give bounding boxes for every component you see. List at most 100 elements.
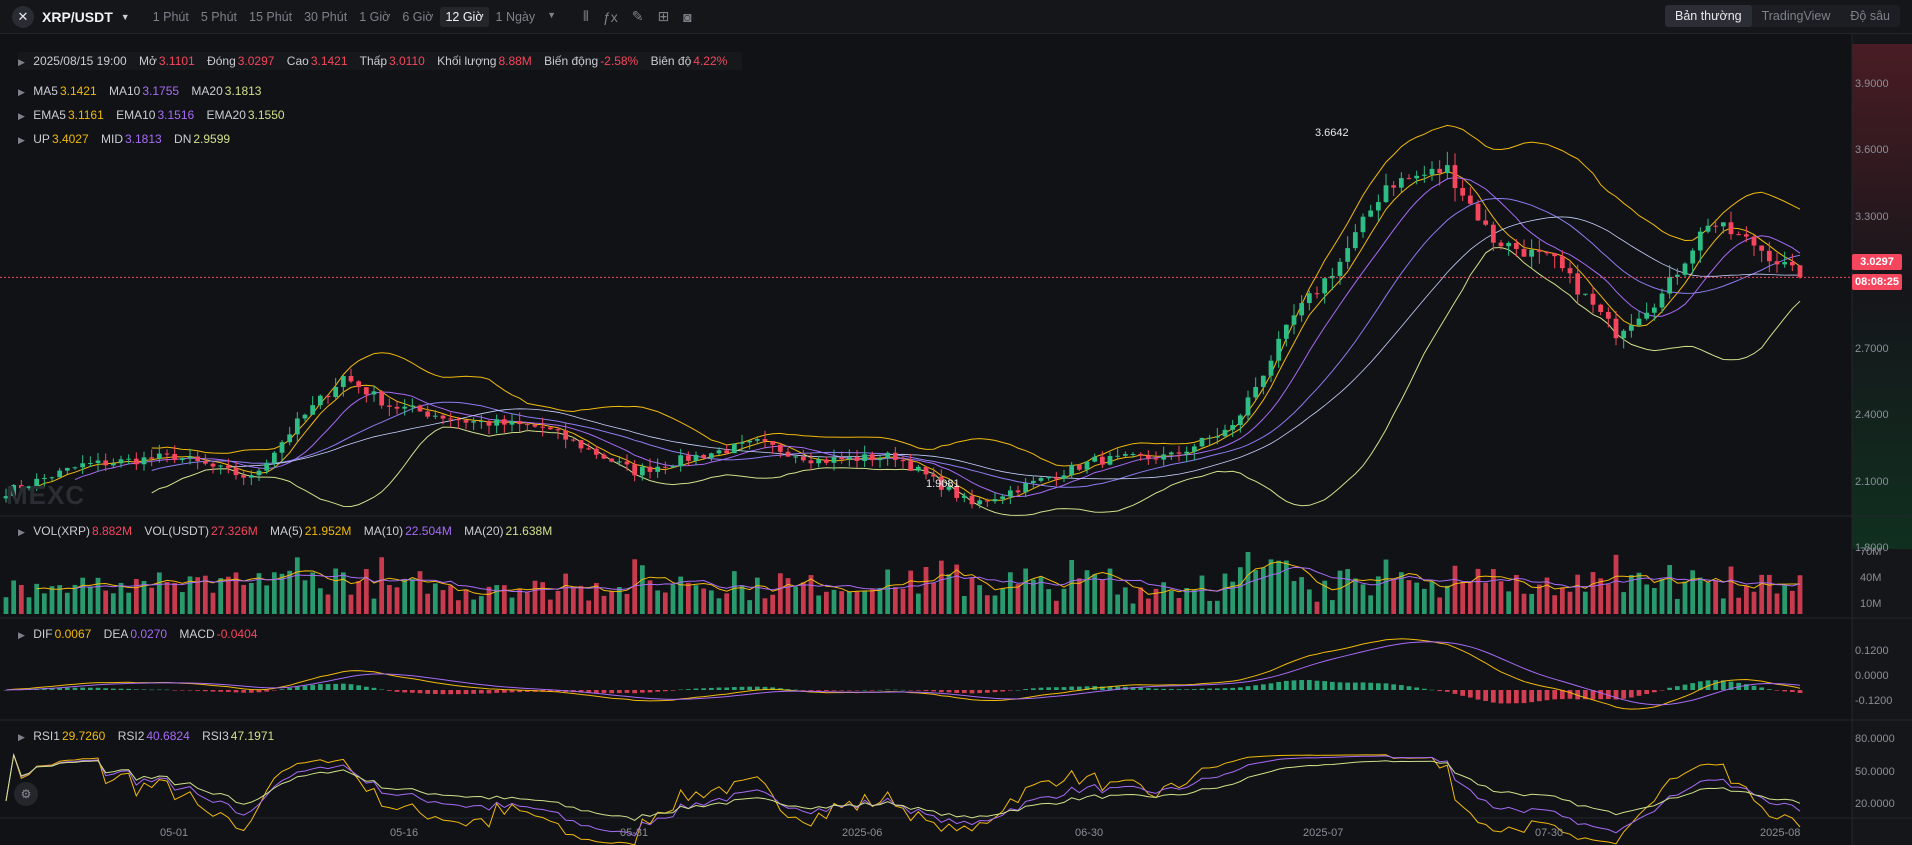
kline-chart[interactable]	[0, 34, 1912, 845]
candle-body	[1360, 216, 1366, 233]
timeframe-tab-0[interactable]: 1 Phút	[152, 9, 189, 24]
candle-body	[1628, 325, 1634, 331]
volume-bar	[1368, 595, 1374, 614]
candle-body	[885, 452, 891, 459]
macd-histogram-bar	[908, 690, 914, 691]
macd-histogram-bar	[1728, 681, 1734, 690]
mid-value: 3.1813	[124, 132, 162, 146]
dea-label: DEA	[103, 627, 129, 641]
candle-body	[1705, 225, 1711, 232]
chevron-down-icon[interactable]: ▼	[547, 9, 557, 20]
macd-histogram-bar	[417, 690, 423, 694]
volume-bar	[846, 591, 852, 614]
layout-grid-icon[interactable]: ⊞	[657, 8, 670, 24]
macd-histogram-bar	[800, 690, 806, 691]
macd-histogram-bar	[1789, 690, 1795, 692]
timeframe-tab-5[interactable]: 6 Giờ	[402, 9, 434, 24]
candle-body	[693, 454, 699, 461]
chart-settings-icon[interactable]: ⚙	[14, 782, 38, 806]
volume-axis-label: 10M	[1860, 598, 1882, 610]
ohlc-legend: ▶ 2025/08/15 19:00 Mở 3.1101 Đóng 3.0297 C…	[18, 52, 743, 70]
price-axis-label: 2.7000	[1855, 343, 1889, 356]
view-mode-2[interactable]: Độ sâu	[1850, 9, 1890, 23]
rsi1-value: 29.7260	[61, 729, 106, 743]
timeframe-tab-2[interactable]: 15 Phút	[249, 9, 293, 24]
volume-bar	[80, 577, 86, 614]
macd-histogram-bar	[923, 690, 929, 692]
ma5-label: MA5	[33, 84, 58, 98]
candle-body	[187, 456, 193, 459]
timeframe-tab-1[interactable]: 5 Phút	[200, 9, 237, 24]
macd-histogram-bar	[1506, 690, 1512, 704]
candle-body	[1605, 311, 1611, 319]
macd-histogram-bar	[1322, 681, 1328, 690]
macd-histogram-bar	[340, 683, 346, 690]
volume-bar	[540, 582, 546, 614]
candle-body	[302, 414, 308, 419]
volume-bar	[225, 576, 231, 614]
candle-body	[202, 461, 208, 464]
candle-body	[409, 405, 415, 407]
volume-axis-label: 70M	[1860, 546, 1882, 558]
volume-bar	[862, 590, 868, 614]
macd-histogram-bar	[1559, 690, 1565, 700]
collapse-triangle-icon[interactable]: ▶	[18, 111, 25, 121]
candle-body	[1115, 455, 1121, 457]
collapse-triangle-icon[interactable]: ▶	[18, 135, 25, 145]
price-axis-label: 2.1000	[1855, 475, 1889, 488]
macd-histogram-bar	[1613, 690, 1619, 700]
volume-bar	[900, 588, 906, 614]
macd-histogram-bar	[49, 688, 55, 690]
macd-histogram-bar	[877, 689, 883, 691]
macd-histogram-bar	[1513, 690, 1519, 704]
collapse-triangle-icon[interactable]: ▶	[18, 87, 25, 97]
view-mode-1[interactable]: TradingView	[1761, 9, 1831, 23]
candle-body	[969, 495, 975, 505]
candle-body	[639, 466, 645, 476]
volume-bar	[348, 594, 354, 614]
macd-histogram-bar	[394, 690, 400, 692]
candle-body	[1720, 222, 1726, 227]
macd-histogram-bar	[164, 689, 170, 691]
volume-bar	[793, 586, 799, 614]
candle-body	[1651, 307, 1657, 313]
macd-histogram-bar	[1452, 690, 1458, 694]
candle-body	[1406, 178, 1412, 180]
volume-bar	[1345, 569, 1351, 614]
macd-histogram-bar	[1237, 687, 1243, 690]
camera-icon[interactable]: ◙	[683, 8, 692, 25]
macd-histogram-bar	[1552, 690, 1558, 700]
pencil-icon[interactable]: ✎	[631, 8, 644, 24]
view-mode-0[interactable]: Bản thường	[1664, 5, 1752, 27]
volume-bar	[977, 585, 983, 614]
candle-body	[1153, 458, 1159, 460]
volume-bar	[869, 589, 875, 614]
macd-histogram-bar	[1199, 688, 1205, 690]
macd-histogram-bar	[218, 690, 224, 692]
candle-body	[1161, 454, 1167, 460]
timeframe-tab-4[interactable]: 1 Giờ	[359, 9, 391, 24]
pair-title[interactable]: XRP/USDT	[42, 8, 113, 25]
candle-body	[1099, 456, 1105, 465]
volume-bar	[455, 600, 461, 614]
volume-bar	[1375, 576, 1381, 614]
macd-histogram-bar	[141, 689, 147, 690]
time-axis-label: 05-31	[620, 827, 649, 839]
indicator-fx-icon[interactable]: ƒx	[602, 8, 618, 25]
timeframe-tab-3[interactable]: 30 Phút	[304, 9, 348, 24]
chevron-down-icon[interactable]: ▼	[120, 11, 130, 22]
up-value: 3.4027	[51, 132, 89, 146]
collapse-triangle-icon[interactable]: ▶	[18, 630, 25, 640]
candle-body	[486, 420, 492, 426]
collapse-triangle-icon[interactable]: ▶	[18, 732, 25, 742]
macd-histogram-bar	[1437, 690, 1443, 692]
timeframe-tab-6[interactable]: 12 Giờ	[440, 6, 489, 27]
candle-body	[670, 466, 676, 468]
collapse-triangle-icon[interactable]: ▶	[18, 527, 25, 537]
timeframe-tab-7[interactable]: 1 Ngày	[495, 9, 536, 24]
candle-body	[1414, 175, 1420, 179]
volume-bar	[1015, 584, 1021, 614]
candle-settings-icon[interactable]: ⫴	[583, 8, 589, 24]
candle-body	[1076, 464, 1082, 470]
collapse-triangle-icon[interactable]: ▶	[18, 57, 25, 67]
